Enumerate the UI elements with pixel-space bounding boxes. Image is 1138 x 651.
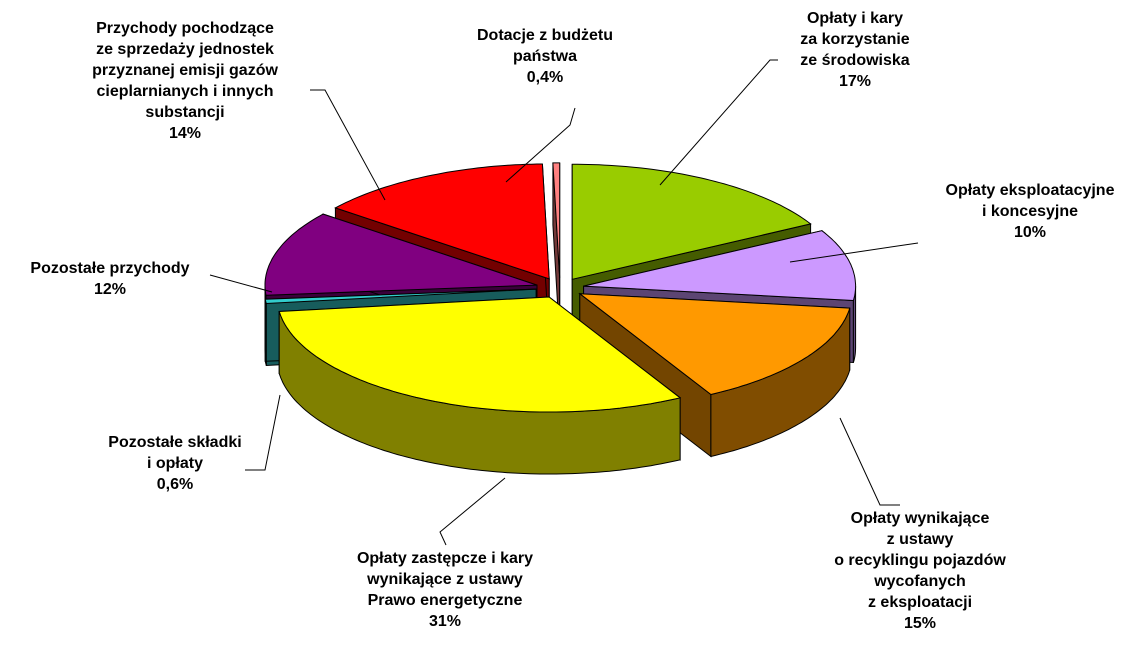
data-label: Opłaty i kary za korzystanie ze środowis… [800,8,909,92]
category-label: Dotacje z budżetu państwa [476,27,614,65]
value-label: 12% [93,281,127,298]
value-label: 15% [903,615,937,632]
slice-top [334,163,550,280]
slice-top [264,213,538,296]
slice-top [278,296,682,413]
value-label: 17% [838,73,872,90]
value-label: 31% [428,613,462,630]
value-label: 10% [1013,224,1047,241]
leader-line [439,477,506,546]
category-label: Opłaty wynikające z ustawy o recyklingu … [834,510,1006,611]
data-label: Opłaty wynikające z ustawy o recyklingu … [834,508,1006,634]
value-label: 0,4% [526,69,564,86]
slice-side [264,299,267,366]
data-label: Pozostałe przychody 12% [30,258,189,300]
category-label: Opłaty zastępcze i kary wynikające z ust… [356,550,534,609]
leader-line [505,107,576,183]
value-label: 0,6% [156,476,194,493]
leader-line [659,59,778,186]
category-label: Pozostałe przychody [30,260,190,277]
category-label: Przychody pochodzące ze sprzedaży jednos… [92,20,278,121]
leader-line [209,274,273,293]
value-label: 14% [168,125,202,142]
data-label: Opłaty zastępcze i kary wynikające z ust… [357,548,533,632]
slice-top [552,162,561,278]
category-label: Opłaty eksploatacyjne i koncesyjne [945,182,1115,220]
slice-top [578,293,851,396]
leader-line [789,242,919,263]
leader-line [839,417,900,506]
category-label: Pozostałe składki i opłaty [108,434,242,472]
slice-top [571,163,812,280]
leader-line [310,89,386,201]
data-label: Dotacje z budżetu państwa 0,4% [477,25,613,88]
leader-line [245,394,281,471]
category-label: Opłaty i kary za korzystanie ze środowis… [800,10,910,69]
slice [278,295,682,475]
data-label: Przychody pochodzące ze sprzedaży jednos… [92,18,278,144]
data-label: Pozostałe składki i opłaty 0,6% [108,432,241,495]
slice-top [264,288,537,305]
data-label: Opłaty eksploatacyjne i koncesyjne 10% [946,180,1115,243]
slice-top [583,230,857,302]
